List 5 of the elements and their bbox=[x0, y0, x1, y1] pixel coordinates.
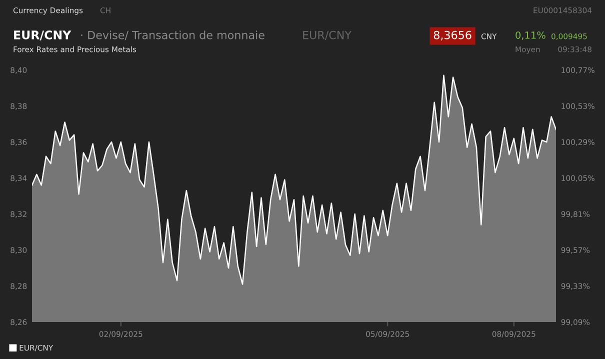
chart-title: EUR/CNY bbox=[14, 30, 72, 40]
text: 0,11% bbox=[516, 31, 546, 40]
text: 8,3656 bbox=[434, 30, 472, 40]
text: EUR/CNY bbox=[303, 30, 352, 40]
chart-subtitle: · Devise/ Transaction de monnaie bbox=[81, 30, 264, 40]
